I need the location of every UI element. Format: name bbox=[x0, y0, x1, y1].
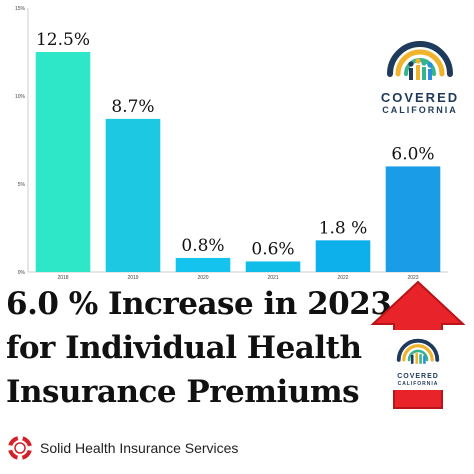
logo-small-word-california: CALIFORNIA bbox=[397, 381, 439, 387]
logo-word-covered: COVERED bbox=[380, 90, 460, 105]
y-tick-label: 15% bbox=[15, 6, 26, 12]
x-tick-label-2023: 2023 bbox=[407, 275, 418, 280]
bar-2019 bbox=[105, 118, 161, 272]
data-label-2019: 8.7% bbox=[111, 97, 154, 117]
bar-2021 bbox=[245, 261, 301, 272]
bar-chart: 0% 5% 10% 15% 12.5% 2018 8.7% 2019 0.8% 2020 0.6% 2… bbox=[15, 6, 448, 280]
covered-california-emblem-icon bbox=[387, 41, 453, 80]
data-label-2018: 12.5% bbox=[36, 30, 90, 50]
headline: 6.0 % Increase in 2023 for Individual He… bbox=[6, 282, 392, 414]
logo-word-california: CALIFORNIA bbox=[382, 105, 458, 115]
y-tick-label: 5% bbox=[18, 182, 26, 188]
lifebuoy-icon bbox=[8, 436, 32, 460]
covered-california-logo: COVERED CALIFORNIA bbox=[378, 28, 462, 116]
data-label-2021: 0.6% bbox=[251, 239, 294, 259]
bar-2022 bbox=[315, 240, 371, 272]
bar-2023 bbox=[385, 166, 441, 272]
x-tick-label-2019: 2019 bbox=[127, 275, 138, 280]
headline-line-2: for Individual Health bbox=[6, 330, 362, 366]
logo-small-word-covered: COVERED bbox=[397, 373, 439, 380]
data-label-2023: 6.0% bbox=[391, 144, 434, 164]
y-tick-label: 10% bbox=[15, 94, 26, 100]
x-tick-label-2018: 2018 bbox=[57, 275, 68, 280]
covered-california-logo-small: COVERED CALIFORNIA bbox=[391, 330, 445, 390]
data-label-2020: 0.8% bbox=[181, 236, 224, 256]
data-label-2022: 1.8 % bbox=[319, 218, 368, 238]
headline-line-1: 6.0 % Increase in 2023 bbox=[6, 286, 392, 322]
x-tick-label-2022: 2022 bbox=[337, 275, 348, 280]
footer: Solid Health Insurance Services bbox=[8, 436, 238, 460]
headline-line-3: Insurance Premiums bbox=[6, 374, 360, 410]
x-tick-label-2020: 2020 bbox=[197, 275, 208, 280]
x-tick-label-2021: 2021 bbox=[267, 275, 278, 280]
covered-california-emblem-small-icon bbox=[396, 338, 440, 364]
bar-2018 bbox=[35, 52, 91, 272]
y-tick-label: 0% bbox=[18, 270, 26, 276]
bar-2020 bbox=[175, 257, 231, 272]
up-arrow-graphic: COVERED CALIFORNIA bbox=[370, 280, 466, 410]
company-name: Solid Health Insurance Services bbox=[40, 440, 239, 456]
